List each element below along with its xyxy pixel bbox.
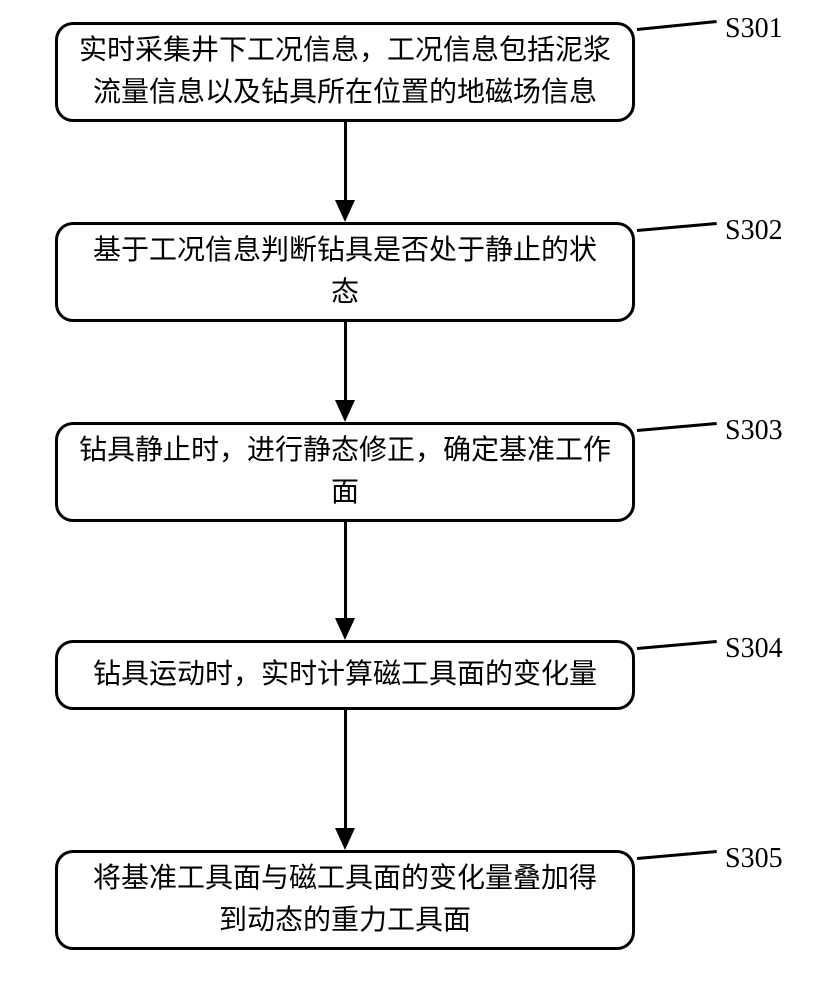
label-leader-line — [637, 422, 717, 432]
flowchart-node-s301: 实时采集井下工况信息，工况信息包括泥浆 流量信息以及钻具所在位置的地磁场信息 — [55, 22, 635, 122]
label-leader-line — [637, 640, 717, 650]
step-label-s302: S302 — [725, 215, 783, 247]
arrow-line — [344, 710, 347, 828]
flowchart-node-text: 实时采集井下工况信息，工况信息包括泥浆 流量信息以及钻具所在位置的地磁场信息 — [79, 30, 611, 114]
arrow-head-icon — [335, 400, 355, 422]
arrow-line — [344, 322, 347, 400]
flowchart-container: 实时采集井下工况信息，工况信息包括泥浆 流量信息以及钻具所在位置的地磁场信息 S3… — [0, 0, 819, 1000]
step-label-s305: S305 — [725, 843, 783, 875]
flowchart-node-s304: 钻具运动时，实时计算磁工具面的变化量 — [55, 640, 635, 710]
step-label-s301: S301 — [725, 13, 783, 45]
arrow-head-icon — [335, 200, 355, 222]
step-label-s303: S303 — [725, 415, 783, 447]
flowchart-node-text: 钻具静止时，进行静态修正，确定基准工作 面 — [79, 430, 611, 514]
flowchart-node-text: 钻具运动时，实时计算磁工具面的变化量 — [93, 654, 597, 696]
label-leader-line — [637, 20, 717, 31]
arrow-line — [344, 522, 347, 618]
arrow-line — [344, 122, 347, 200]
flowchart-node-s302: 基于工况信息判断钻具是否处于静止的状 态 — [55, 222, 635, 322]
flowchart-node-text: 基于工况信息判断钻具是否处于静止的状 态 — [93, 230, 597, 314]
flowchart-node-s303: 钻具静止时，进行静态修正，确定基准工作 面 — [55, 422, 635, 522]
arrow-head-icon — [335, 828, 355, 850]
label-leader-line — [637, 850, 717, 860]
label-leader-line — [637, 222, 717, 232]
arrow-head-icon — [335, 618, 355, 640]
flowchart-node-s305: 将基准工具面与磁工具面的变化量叠加得 到动态的重力工具面 — [55, 850, 635, 950]
step-label-s304: S304 — [725, 633, 783, 665]
flowchart-node-text: 将基准工具面与磁工具面的变化量叠加得 到动态的重力工具面 — [93, 858, 597, 942]
